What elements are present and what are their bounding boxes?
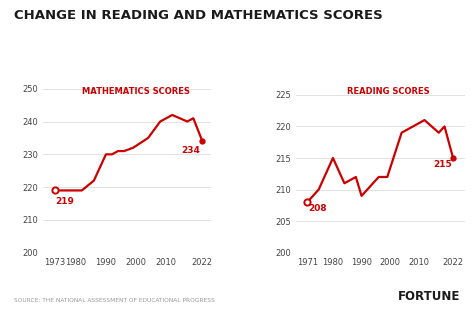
Text: FORTUNE: FORTUNE (397, 290, 460, 303)
Text: 208: 208 (309, 204, 327, 213)
Text: 234: 234 (181, 146, 200, 155)
Text: MATHEMATICS SCORES: MATHEMATICS SCORES (82, 87, 190, 96)
Text: READING SCORES: READING SCORES (347, 87, 430, 96)
Text: SOURCE: THE NATIONAL ASSESSMENT OF EDUCATIONAL PROGRESS: SOURCE: THE NATIONAL ASSESSMENT OF EDUCA… (14, 298, 215, 303)
Text: CHANGE IN READING AND MATHEMATICS SCORES: CHANGE IN READING AND MATHEMATICS SCORES (14, 9, 383, 22)
Text: 219: 219 (55, 197, 74, 206)
Text: 215: 215 (433, 160, 452, 169)
